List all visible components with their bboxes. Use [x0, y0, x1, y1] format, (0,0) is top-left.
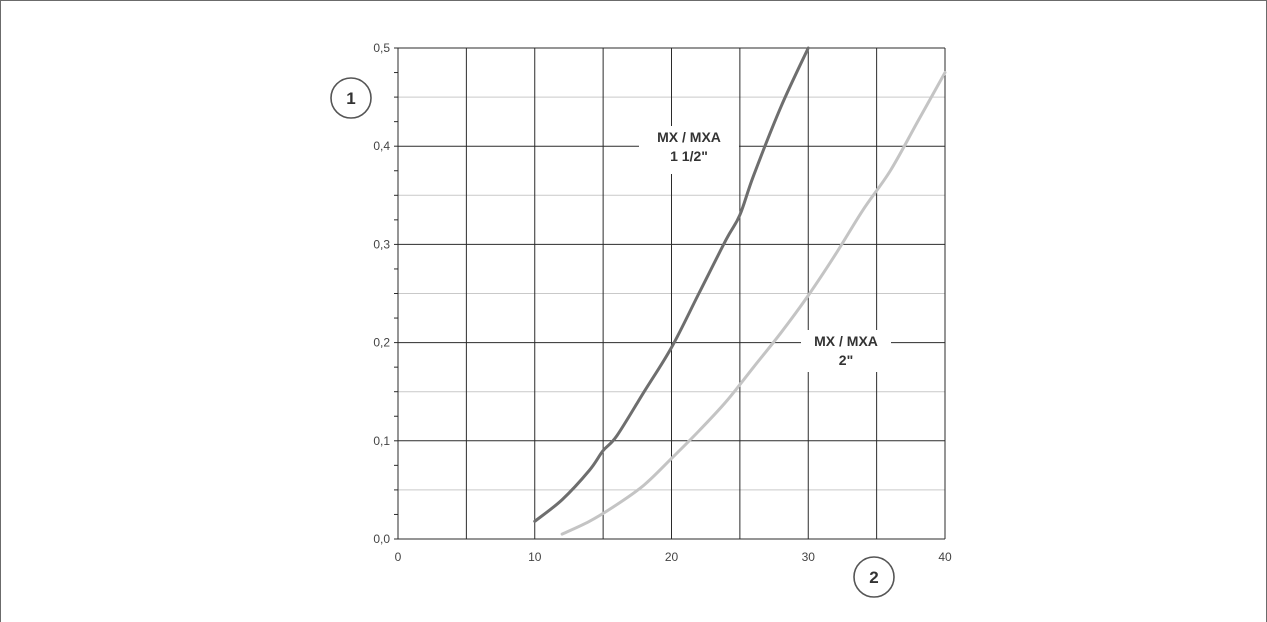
series-label-1-line-0: MX / MXA — [814, 333, 878, 349]
y-tick-label: 0,5 — [373, 41, 390, 55]
y-tick-label: 0,4 — [373, 139, 390, 153]
axis-marker-y-circle — [330, 77, 372, 119]
markers-layer: 12 — [330, 77, 895, 598]
x-tick-label: 0 — [395, 550, 402, 564]
y-tick-label: 0,2 — [373, 336, 390, 350]
axis-marker-y-label: 1 — [346, 89, 355, 108]
series-layer — [533, 46, 947, 536]
x-tick-label: 30 — [802, 550, 816, 564]
x-tick-label: 10 — [528, 550, 542, 564]
series-line-1 — [560, 71, 947, 536]
series-line-0 — [533, 46, 810, 523]
y-tick-label: 0,1 — [373, 434, 390, 448]
labels-layer: MX / MXA 1 1/2" MX / MXA 2" — [639, 126, 891, 372]
x-tick-label: 40 — [938, 550, 952, 564]
series-label-bg-1 — [801, 330, 891, 372]
series-label-bg-0 — [639, 126, 739, 174]
chart-grid — [394, 47, 946, 540]
axis-marker-x-circle — [853, 556, 895, 598]
series-label-1-line-1: 2" — [839, 352, 853, 368]
y-tick-label: 0,3 — [373, 237, 390, 251]
series-label-0-line-0: MX / MXA — [657, 129, 721, 145]
x-tick-label: 20 — [665, 550, 679, 564]
axis-marker-x-label: 2 — [869, 568, 878, 587]
series-label-0-line-1: 1 1/2" — [670, 148, 708, 164]
y-tick-label: 0,0 — [373, 532, 390, 546]
ticks-layer: 0,0 0,1 0,2 0,3 0,4 0,5 0 10 20 30 40 — [373, 41, 952, 564]
